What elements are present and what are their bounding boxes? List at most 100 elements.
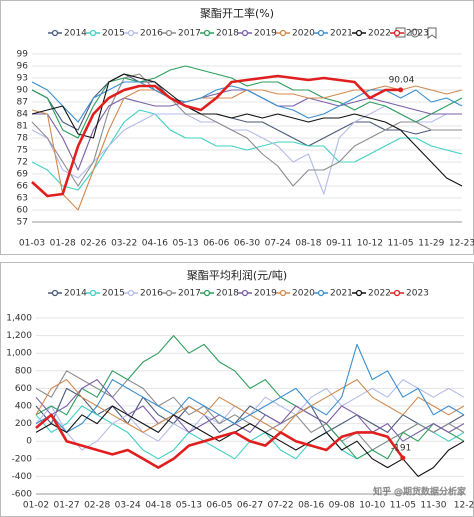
y-tick-label: 63 — [17, 194, 28, 204]
end-marker — [400, 455, 406, 461]
legend-swatch — [89, 29, 97, 37]
y-tick-label: 90 — [17, 86, 29, 96]
x-tick-label: 04-18 — [145, 501, 171, 511]
x-tick-label: 07-22 — [267, 501, 293, 511]
x-tick-label: 11-05 — [387, 239, 413, 249]
series-line — [35, 405, 465, 477]
legend-swatch — [89, 289, 97, 297]
legend-label: 2016 — [140, 29, 163, 39]
legend-swatch — [393, 289, 401, 297]
series-line — [35, 335, 465, 460]
legend-swatch — [279, 289, 287, 297]
legend-swatch — [203, 289, 211, 297]
y-tick-label: 87 — [17, 98, 28, 108]
annotation: -191 — [391, 444, 411, 454]
y-tick-label: 200 — [15, 419, 32, 429]
y-tick-label: 93 — [17, 74, 28, 84]
y-tick-label: 75 — [17, 146, 28, 156]
series-line — [31, 73, 462, 187]
legend-label: 2015 — [102, 29, 125, 39]
series-line — [35, 387, 465, 433]
watermark: 知乎 @期货数据分析家 — [373, 486, 466, 498]
panel-frame — [0, 262, 474, 517]
x-tick-label: 02-28 — [84, 501, 110, 511]
x-tick-label: 12-2 — [454, 501, 474, 511]
legend-label: 2015 — [102, 289, 125, 299]
legend-swatch — [127, 289, 135, 297]
legend-label: 2019 — [254, 29, 277, 39]
legend-label: 2022 — [368, 289, 391, 299]
x-tick-label: 06-06 — [203, 239, 229, 249]
x-tick-label: 05-13 — [172, 239, 198, 249]
x-tick-label: 11-29 — [418, 239, 444, 249]
x-tick-label: 12-23 — [449, 239, 474, 249]
y-tick-label: 60 — [17, 206, 29, 216]
legend-label: 2023 — [406, 29, 429, 39]
legend-swatch — [355, 29, 363, 37]
legend-swatch — [317, 29, 325, 37]
series-line — [31, 65, 463, 139]
y-tick-label: 81 — [17, 122, 28, 132]
series-line — [31, 73, 463, 187]
legend-swatch — [127, 29, 135, 37]
series-line — [31, 81, 463, 123]
x-tick-label: 05-13 — [176, 501, 202, 511]
legend-label: 2014 — [64, 29, 87, 39]
legend-label: 2022 — [368, 29, 391, 39]
end-marker — [398, 87, 404, 93]
series-line — [35, 413, 404, 469]
x-tick-label: 02-26 — [80, 239, 106, 249]
legend-swatch — [165, 29, 173, 37]
legend-swatch — [279, 29, 287, 37]
x-tick-label: 01-03 — [19, 239, 45, 249]
x-tick-label: 06-05 — [206, 501, 232, 511]
legend-swatch — [393, 29, 401, 37]
legend-label: 2021 — [330, 29, 353, 39]
x-tick-label: 01-27 — [53, 501, 79, 511]
y-tick-label: 69 — [17, 170, 29, 180]
toolbar-icon[interactable] — [410, 28, 420, 38]
panel-frame — [0, 0, 474, 255]
legend-swatch — [317, 289, 325, 297]
x-tick-label: 06-27 — [237, 501, 263, 511]
legend-label: 2018 — [216, 289, 239, 299]
y-tick-label: -400 — [12, 472, 33, 482]
x-tick-label: 03-22 — [111, 239, 137, 249]
legend-swatch — [241, 29, 249, 37]
x-tick-label: 03-24 — [115, 501, 141, 511]
legend-swatch — [355, 289, 363, 297]
y-tick-label: 57 — [17, 218, 28, 228]
legend-swatch — [51, 29, 59, 37]
y-tick-label: -600 — [12, 490, 33, 500]
x-tick-label: 07-24 — [265, 239, 291, 249]
legend-swatch — [165, 289, 173, 297]
chart-title: 聚酯开工率(%) — [200, 6, 274, 20]
y-tick-label: 800 — [15, 366, 32, 376]
y-tick-label: 72 — [17, 158, 28, 168]
x-tick-label: 01-28 — [50, 239, 76, 249]
y-tick-label: 84 — [17, 110, 29, 120]
y-tick-label: 1,200 — [6, 331, 32, 341]
legend-label: 2017 — [178, 29, 201, 39]
series-line — [31, 73, 462, 147]
x-tick-label: 09-11 — [326, 239, 352, 249]
y-tick-label: 96 — [17, 62, 29, 72]
legend-label: 2020 — [292, 289, 315, 299]
series-line — [31, 109, 463, 191]
plot — [31, 65, 463, 211]
legend-label: 2020 — [292, 29, 315, 39]
x-tick-label: 08-16 — [298, 501, 324, 511]
x-tick-label: 11-05 — [390, 501, 416, 511]
y-tick-label: 78 — [17, 134, 29, 144]
y-tick-label: 99 — [17, 50, 29, 60]
legend-swatch — [241, 289, 249, 297]
x-tick-label: 01-02 — [23, 501, 49, 511]
legend-label: 2021 — [330, 289, 353, 299]
legend-label: 2017 — [178, 289, 201, 299]
plot — [35, 335, 465, 477]
legend-label: 2016 — [140, 289, 163, 299]
x-tick-label: 11-30 — [420, 501, 446, 511]
y-tick-label: 66 — [17, 182, 29, 192]
toolbar-icon[interactable] — [427, 27, 437, 39]
x-tick-label: 06-30 — [234, 239, 260, 249]
